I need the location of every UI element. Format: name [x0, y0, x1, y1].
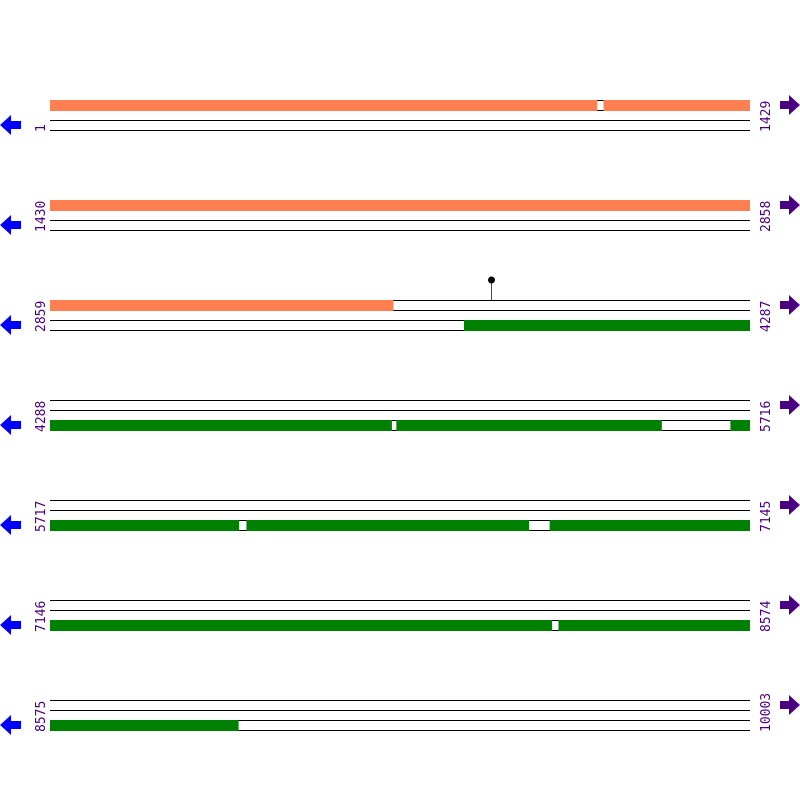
- feature-segment: [246, 520, 530, 531]
- row-end-label: 1429: [759, 101, 774, 132]
- row-end-label: 10003: [759, 693, 774, 732]
- feature-segment: [50, 620, 553, 631]
- arrow-right-icon: [780, 695, 800, 715]
- arrow-right-icon: [780, 595, 800, 615]
- map-row: 1 1429: [0, 95, 800, 135]
- feature-segment: [549, 520, 750, 531]
- map-row: 1430 2858: [0, 195, 800, 235]
- feature-segment: [603, 100, 750, 111]
- row-end-label: 5716: [759, 401, 774, 432]
- arrow-left-icon: [0, 715, 21, 735]
- feature-segment: [50, 420, 392, 431]
- map-row: 8575 10003: [0, 693, 800, 735]
- arrow-left-icon: [0, 515, 21, 535]
- arrow-left-icon: [0, 215, 21, 235]
- feature-segment: [730, 420, 750, 431]
- row-end-label: 4287: [759, 301, 774, 332]
- feature-segment: [396, 420, 662, 431]
- arrow-right-icon: [780, 95, 800, 115]
- feature-segment: [50, 520, 240, 531]
- arrow-left-icon: [0, 115, 21, 135]
- arrow-right-icon: [780, 495, 800, 515]
- feature-segment: [50, 720, 239, 731]
- row-start-label: 5717: [34, 501, 49, 532]
- feature-segment: [463, 320, 750, 331]
- feature-segment: [558, 620, 750, 631]
- map-row: 5717 7145: [0, 495, 800, 535]
- row-start-label: 7146: [34, 601, 49, 632]
- row-start-label: 1: [34, 124, 49, 132]
- arrow-right-icon: [780, 395, 800, 415]
- row-start-label: 8575: [34, 701, 49, 732]
- arrow-left-icon: [0, 315, 21, 335]
- arrow-right-icon: [780, 295, 800, 315]
- row-end-label: 8574: [759, 601, 774, 632]
- feature-segment: [50, 100, 598, 111]
- map-row: 7146 8574: [0, 595, 800, 635]
- feature-segment: [50, 300, 394, 311]
- map-row: 2859 4287: [0, 276, 800, 335]
- row-start-label: 1430: [34, 201, 49, 232]
- row-start-label: 4288: [34, 401, 49, 432]
- feature-segment: [50, 200, 750, 211]
- arrow-left-icon: [0, 615, 21, 635]
- row-end-label: 7145: [759, 501, 774, 532]
- arrow-right-icon: [780, 195, 800, 215]
- row-start-label: 2859: [34, 301, 49, 332]
- arrow-left-icon: [0, 415, 21, 435]
- lollipop-head: [488, 276, 495, 284]
- row-end-label: 2858: [759, 201, 774, 232]
- map-row: 4288 5716: [0, 395, 800, 435]
